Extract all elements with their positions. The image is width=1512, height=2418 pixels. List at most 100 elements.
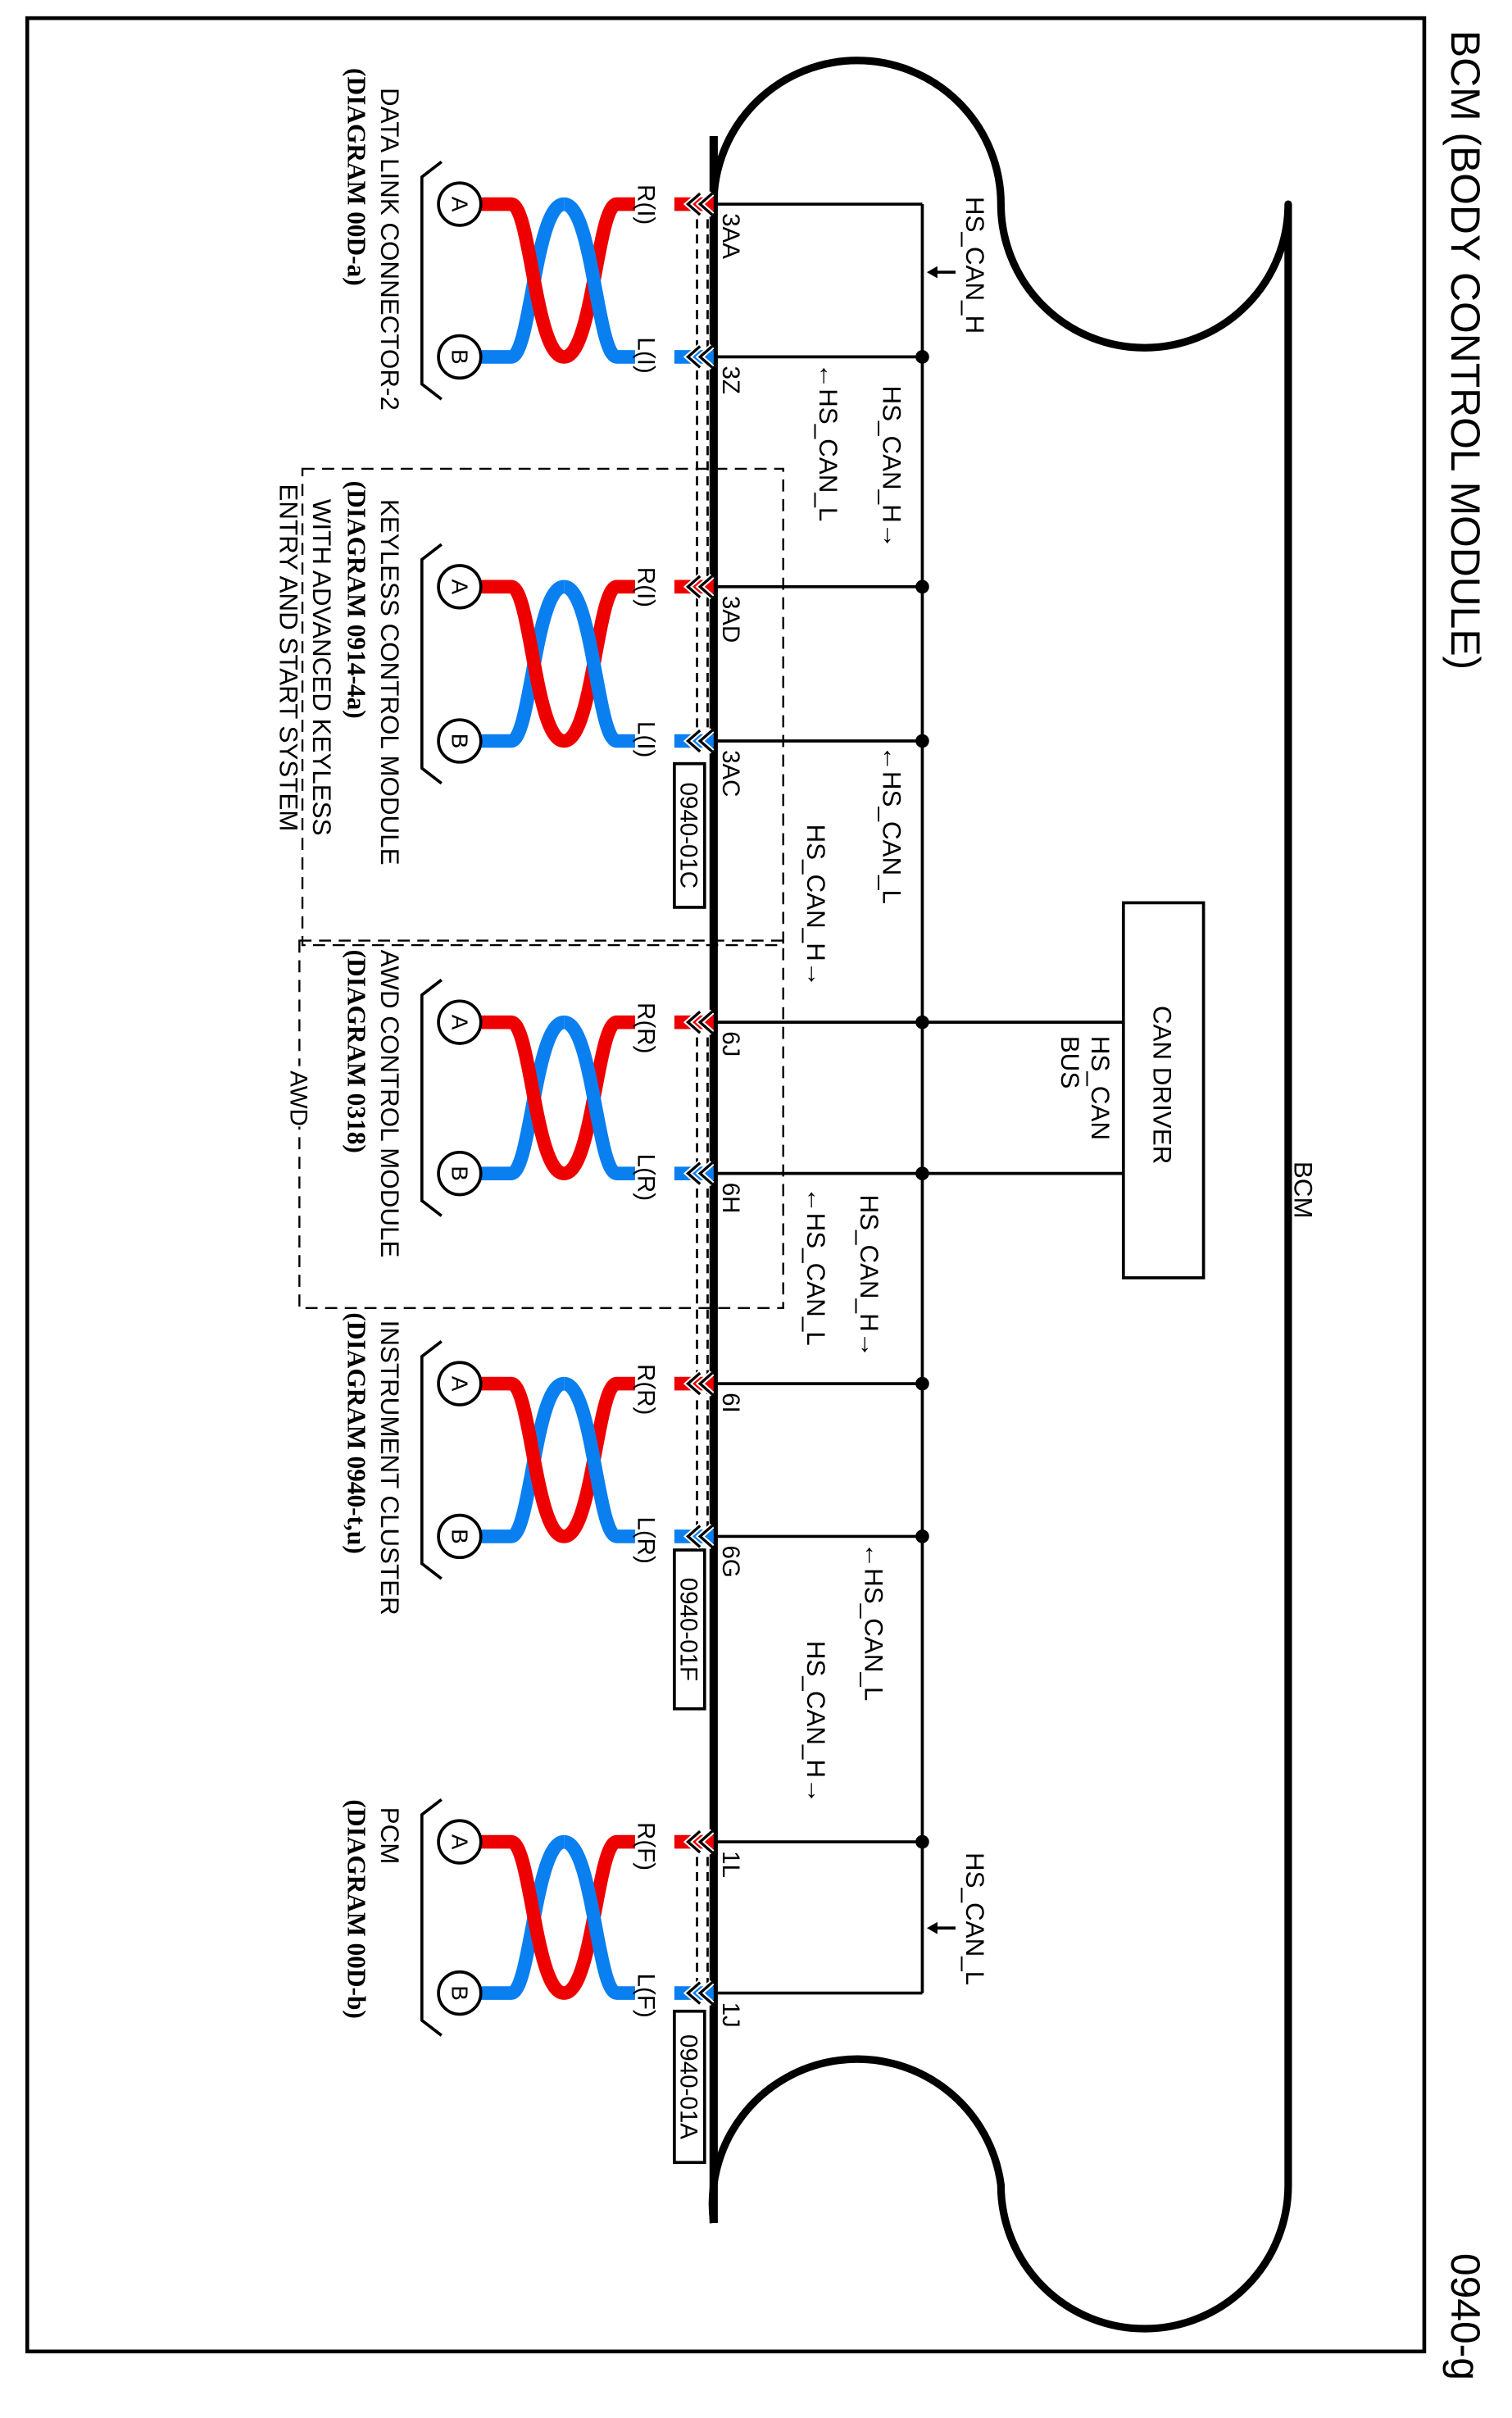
module-name: INSTRUMENT CLUSTER (375, 1320, 404, 1616)
pin-l-label: L(I) (633, 721, 660, 757)
terminal-b (437, 334, 483, 380)
awd-label-bg (284, 1066, 315, 1127)
reference-box (673, 1548, 706, 1711)
connector-bracket (420, 1798, 443, 2037)
terminal-a-label: A (447, 197, 473, 212)
arrow-up-icon: ← (877, 746, 906, 771)
signal-name: HS_CAN_L (960, 1852, 989, 1985)
arrow-up-icon: ← (801, 1187, 830, 1212)
can-l-wire (561, 1015, 635, 1180)
pin-label-1L: 1L (717, 1851, 744, 1878)
bcm-label: BCM (1288, 1161, 1317, 1219)
signal-name: HS_CAN_L (859, 1568, 888, 1701)
terminal-a-label: A (447, 1015, 473, 1030)
module-diagram-ref: (DIAGRAM 0914-4a) (342, 481, 370, 719)
keyless-option-box (301, 467, 784, 947)
terminal-a (437, 564, 483, 610)
can-l-wire (561, 197, 635, 364)
signal-name: HS_CAN_H (801, 1641, 830, 1778)
reference-box (673, 761, 706, 909)
connector-chevron-icon (685, 192, 714, 216)
signal-label: ←HS_CAN_L (801, 1187, 830, 1345)
module-name: KEYLESS CONTROL MODULE (375, 499, 404, 866)
terminal-b (437, 1150, 483, 1197)
pin-label-1J: 1J (717, 2002, 744, 2028)
terminal-b-label: B (447, 1166, 473, 1180)
reference-code: 0940-01A (674, 2034, 702, 2139)
signal-label: ←HS_CAN_L (859, 1543, 888, 1701)
terminal-a (437, 999, 483, 1045)
terminal-a (437, 1819, 483, 1865)
pin-label-3AD: 3AD (717, 596, 744, 643)
signal-label: HS_CAN_L (960, 1852, 989, 1985)
module-diagram-ref: (DIAGRAM 00D-a) (342, 68, 370, 286)
can-h-wire (480, 580, 635, 748)
pin-r-label: R(I) (633, 567, 660, 607)
junction-dot (915, 1529, 929, 1543)
terminal-b (437, 1970, 483, 2016)
arrow-up-icon: ← (859, 1543, 888, 1568)
bcm-outline (708, 57, 1292, 2333)
pin-r-label: R(I) (633, 184, 660, 225)
pin-label-3AA: 3AA (717, 213, 744, 259)
connector-bracket (420, 543, 443, 785)
awd-option-label: AWD (284, 1070, 311, 1126)
can-h-wire (480, 197, 635, 364)
terminal-b-label: B (447, 349, 473, 364)
terminal-a-label: A (447, 1376, 473, 1392)
module-diagram-ref: (DIAGRAM 0318) (342, 950, 370, 1153)
pin-r-label: R(R) (633, 1002, 660, 1053)
module-diagram-ref: (DIAGRAM 0940-t,u) (342, 1312, 370, 1553)
junction-dot (915, 580, 929, 594)
module-diagram-ref: (DIAGRAM 00D-b) (342, 1799, 370, 2018)
signal-name: HS_CAN_H (801, 824, 830, 961)
connector-bracket (420, 1339, 443, 1580)
connector-chevron-icon (685, 1829, 714, 1854)
can-driver-box (1121, 901, 1206, 1279)
pin-label-3AC: 3AC (717, 750, 744, 797)
module-connector (420, 979, 715, 1217)
module-name-line: WITH ADVANCED KEYLESS (307, 499, 336, 836)
pin-l-label: L(R) (633, 1154, 660, 1201)
arrow-down-icon: → (801, 1778, 830, 1803)
connector-chevron-icon (685, 1525, 714, 1548)
signal-label: ←HS_CAN_L (877, 746, 906, 904)
connector-chevron-icon (685, 1981, 714, 2005)
connector-chevron-icon (685, 1371, 714, 1396)
can-l-wire (561, 580, 635, 748)
connector-chevron-icon (685, 575, 714, 598)
reference-code: 0940-01C (674, 783, 702, 889)
signal-label: ←HS_CAN_L (814, 363, 842, 521)
arrow-left-icon (926, 1921, 938, 1934)
module-connector (420, 543, 715, 785)
connector-chevron-icon (685, 1161, 714, 1185)
signal-name: HS_CAN_H (855, 1194, 883, 1331)
can-h-wire (480, 1376, 635, 1543)
signal-name: HS_CAN_L (814, 389, 842, 521)
reference-code: 0940-01F (674, 1578, 702, 1681)
module-connector (420, 1339, 715, 1580)
pin-r-label: R(R) (633, 1364, 660, 1415)
junction-dot (915, 734, 929, 748)
pin-l-label: L(F) (633, 1974, 660, 2018)
terminal-a (437, 1361, 483, 1407)
page-border (25, 16, 1427, 2354)
terminal-a-label: A (447, 580, 473, 595)
module-name: PCM (375, 1807, 404, 1865)
terminal-b (437, 1513, 483, 1560)
signal-name: HS_CAN_H (960, 197, 989, 334)
module-name: DATA LINK CONNECTOR-2 (375, 88, 404, 411)
junction-dot (915, 1834, 929, 1849)
signal-name: HS_CAN_L (801, 1213, 830, 1346)
signal-name: HS_CAN_H (877, 385, 906, 522)
connector-chevron-icon (685, 345, 714, 369)
terminal-b-label: B (447, 734, 473, 748)
can-l-wire (561, 1376, 635, 1543)
module-connector (420, 1798, 715, 2037)
can-bus-label: HS_CAN (1086, 1036, 1115, 1140)
page-code: 0940-g (1442, 2253, 1488, 2380)
terminal-b (437, 718, 483, 764)
can-bus-label: BUS (1056, 1036, 1084, 1089)
can-driver-label: CAN DRIVER (1148, 1006, 1177, 1164)
